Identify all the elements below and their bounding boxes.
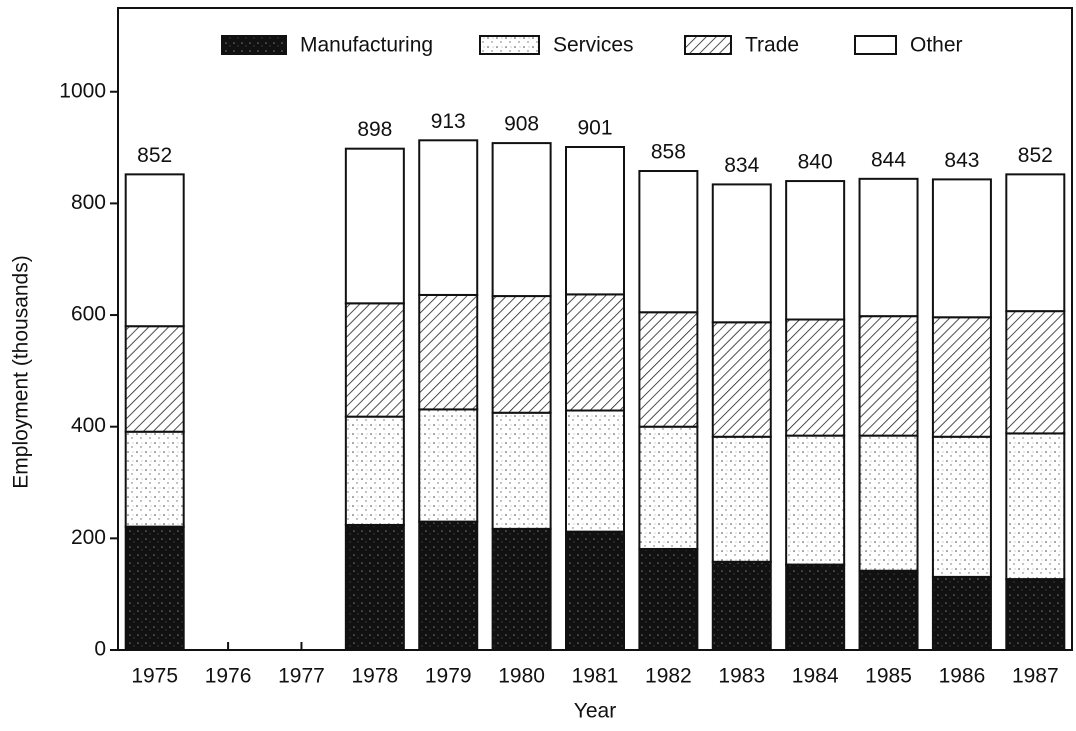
bar-segment [418,520,479,651]
total-label: 852 [137,144,172,167]
bar-segment [858,569,919,651]
legend-label: Other [910,34,963,57]
x-axis-label: Year [574,700,616,723]
x-tick-label: 1980 [498,665,545,688]
bar-segment [638,547,699,651]
y-tick-label: 0 [94,638,106,661]
y-tick-label: 200 [71,526,106,549]
bar-segment [711,435,772,563]
bar-segment [931,435,992,578]
y-tick-label: 800 [71,191,106,214]
bar-segment [711,321,772,438]
bar-segment [491,295,552,414]
bar-segment [418,293,479,411]
bar-segment [931,316,992,438]
legend-swatch [479,35,540,55]
x-tick-label: 1983 [718,665,765,688]
x-tick-label: 1979 [425,665,472,688]
total-label: 913 [431,110,466,133]
x-tick-label: 1985 [865,665,912,688]
total-label: 844 [871,148,906,171]
total-label: 834 [724,154,759,177]
bar-segment [491,527,552,651]
y-axis-label: Employment (thousands) [10,255,33,488]
total-label: 858 [651,141,686,164]
bar-segment [1005,310,1066,435]
bar-segment [491,411,552,530]
bar-segment [711,560,772,652]
x-tick-label: 1981 [572,665,619,688]
bar-segment [344,302,405,418]
bar-segment [785,318,846,437]
bar-segment [785,563,846,651]
bar-segment [491,142,552,298]
bar-segment [124,173,185,328]
x-tick-label: 1978 [351,665,398,688]
bar-segment [858,315,919,437]
x-tick-label: 1987 [1012,665,1059,688]
x-tick-label: 1986 [939,665,986,688]
bar-segment [785,434,846,566]
y-tick-label: 400 [71,414,106,437]
bar-segment [638,425,699,550]
bar-segment [344,415,405,526]
bar-segment [858,434,919,572]
y-tick-label: 1000 [59,79,106,102]
bar-segment [344,523,405,652]
bar-segment [1005,578,1066,652]
bar-segment [931,575,992,651]
total-label: 908 [504,113,539,136]
bar-segment [1005,432,1066,581]
bar-segment [785,180,846,321]
bar-segment [638,170,699,314]
x-tick-label: 1982 [645,665,692,688]
legend-swatch [221,35,287,55]
bar-segment [711,183,772,324]
bar-segment [931,178,992,319]
total-label: 901 [577,117,612,140]
y-tick-label: 600 [71,303,106,326]
legend-swatch [854,35,897,55]
bar-segment [638,311,699,428]
x-tick-label: 1975 [131,665,178,688]
bar-segment [124,525,185,651]
x-tick-label: 1977 [278,665,325,688]
x-tick-label: 1976 [205,665,252,688]
legend-label: Manufacturing [300,34,433,57]
total-label: 843 [944,149,979,172]
total-label: 852 [1018,144,1053,167]
legend-label: Services [553,34,634,57]
total-label: 840 [798,151,833,174]
bar-segment [565,146,625,296]
bar-segment [124,325,185,433]
bar-segment [1005,173,1066,313]
bar-segment [418,139,479,296]
legend-label: Trade [745,34,799,57]
bar-segment [565,530,625,651]
total-label: 898 [357,118,392,141]
bar-segment [344,147,405,305]
legend-swatch [684,35,732,55]
bar-segment [418,408,479,523]
bar-segment [858,177,919,318]
bar-segment [565,293,625,412]
x-tick-label: 1984 [792,665,839,688]
bar-segment [565,409,625,533]
bar-segment [124,430,185,528]
